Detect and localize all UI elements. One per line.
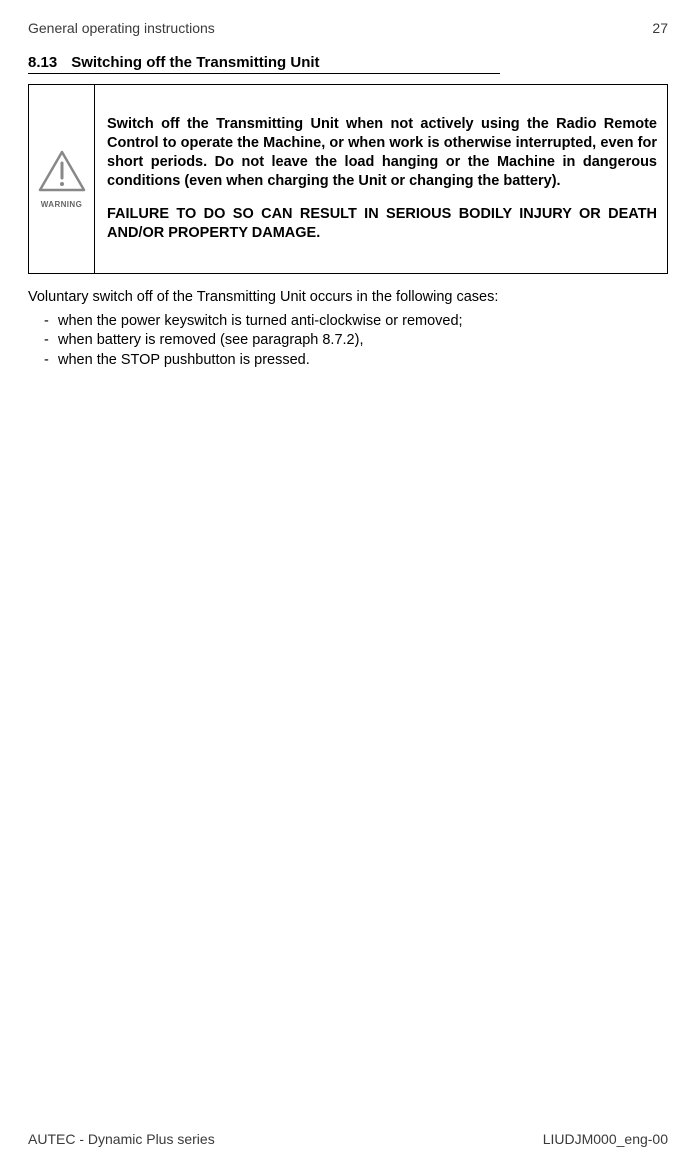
warning-triangle-icon	[37, 149, 87, 198]
warning-paragraph-1: Switch off the Transmitting Unit when no…	[107, 115, 657, 190]
body-intro: Voluntary switch off of the Transmitting…	[28, 288, 668, 308]
list-item: when battery is removed (see paragraph 8…	[44, 331, 668, 351]
body-list: when the power keyswitch is turned anti-…	[28, 312, 668, 371]
warning-label: WARNING	[41, 200, 82, 209]
section-heading: 8.13 Switching off the Transmitting Unit	[28, 54, 668, 74]
section-number: 8.13	[28, 54, 57, 71]
section-title: Switching off the Transmitting Unit	[71, 54, 319, 71]
list-item: when the STOP pushbutton is pressed.	[44, 351, 668, 371]
page-number: 27	[652, 20, 668, 36]
page-header: General operating instructions 27	[28, 20, 668, 36]
warning-text: Switch off the Transmitting Unit when no…	[95, 85, 667, 273]
warning-icon-cell: WARNING	[29, 85, 95, 273]
header-title: General operating instructions	[28, 20, 215, 36]
list-item: when the power keyswitch is turned anti-…	[44, 312, 668, 332]
footer-left: AUTEC - Dynamic Plus series	[28, 1131, 215, 1147]
page-footer: AUTEC - Dynamic Plus series LIUDJM000_en…	[28, 1131, 668, 1147]
document-page: General operating instructions 27 8.13 Sw…	[0, 0, 696, 1167]
footer-right: LIUDJM000_eng-00	[543, 1131, 668, 1147]
warning-box: WARNING Switch off the Transmitting Unit…	[28, 84, 668, 274]
warning-paragraph-2: FAILURE TO DO SO CAN RESULT IN SERIOUS B…	[107, 205, 657, 243]
